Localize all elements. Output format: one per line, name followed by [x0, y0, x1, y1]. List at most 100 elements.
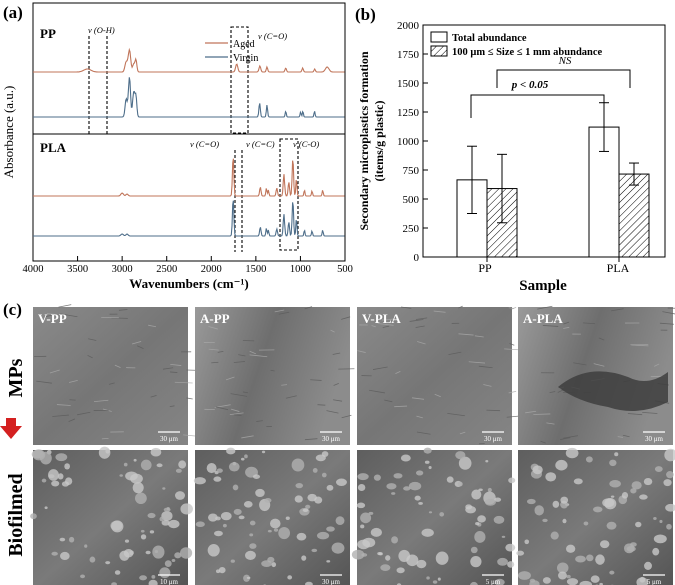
- sem-particle: [474, 531, 485, 543]
- sem-particle: [416, 560, 426, 568]
- sem-particle: [270, 519, 281, 529]
- sem-particle: [551, 532, 559, 540]
- sem-image: [33, 307, 188, 445]
- sem-particle: [271, 562, 276, 567]
- sem-particle: [332, 542, 345, 553]
- sem-particle: [147, 513, 155, 518]
- sem-particle: [180, 547, 192, 559]
- sem-particle: [119, 474, 123, 477]
- sem-particle: [162, 487, 165, 489]
- bar-y-axis-label-units: (items/g plastic): [372, 101, 386, 182]
- sem-particle: [652, 548, 659, 556]
- sem-particle: [62, 481, 69, 486]
- scale-bar-label: 30 μm: [484, 435, 503, 443]
- sem-particle: [516, 551, 524, 556]
- sem-particle: [55, 453, 67, 461]
- sem-particle: [229, 462, 240, 471]
- curve-pp-virgin: [33, 77, 345, 117]
- sem-texture: [317, 405, 325, 406]
- sem-particle: [543, 577, 551, 584]
- sem-particle: [165, 560, 172, 567]
- legend-label-aged: Aged: [233, 39, 255, 50]
- sem-particle: [172, 559, 176, 562]
- annotation-c-o: ν (C-O): [293, 139, 319, 149]
- sem-particle: [380, 564, 390, 571]
- sem-particle: [644, 478, 652, 485]
- sem-particle: [562, 519, 566, 523]
- sem-particle: [45, 506, 48, 509]
- sem-particle: [357, 473, 368, 480]
- sem-particle: [653, 517, 657, 520]
- sem-particle: [622, 492, 628, 499]
- sem-particle: [371, 528, 382, 537]
- sem-particle: [111, 520, 123, 532]
- sem-particle: [247, 577, 251, 579]
- sem-particle: [124, 463, 128, 467]
- sem-particle: [105, 561, 110, 564]
- sem-particle: [429, 511, 432, 513]
- sem-particle: [604, 498, 616, 509]
- sem-particle: [139, 575, 147, 580]
- sem-particle: [253, 474, 260, 479]
- sem-tile-7: 5 μm: [352, 448, 515, 585]
- scale-bar-label: 30 μm: [160, 435, 179, 443]
- sem-particle: [157, 463, 163, 467]
- sem-image: [357, 450, 512, 585]
- sem-particle: [485, 499, 496, 506]
- sem-particle: [151, 575, 155, 579]
- sem-particle: [261, 560, 272, 567]
- sem-particle: [524, 539, 529, 544]
- sem-tile-5: 10 μm: [30, 447, 193, 585]
- subpanel-label-pp: PP: [40, 26, 56, 41]
- sem-particle: [80, 575, 85, 579]
- sem-particle: [233, 484, 239, 490]
- sem-particle: [586, 555, 593, 562]
- sem-particle: [336, 479, 347, 486]
- sem-particle: [51, 481, 59, 487]
- sem-particle: [470, 556, 481, 567]
- sem-particle: [478, 488, 482, 491]
- sem-particle: [508, 477, 515, 483]
- sem-particle: [458, 482, 463, 487]
- significance-ns-label: NS: [558, 55, 572, 67]
- sem-particle: [632, 481, 642, 489]
- sem-particle: [611, 495, 614, 497]
- curve-pp-aged: [33, 50, 345, 72]
- sem-particle: [255, 489, 265, 497]
- sem-particle: [609, 480, 621, 487]
- sem-particle: [60, 538, 66, 542]
- ftir-x-tick-label: 4000: [23, 264, 44, 275]
- sem-particle: [530, 579, 535, 583]
- sem-particle: [374, 474, 381, 480]
- sem-particle: [164, 508, 171, 512]
- sem-particle: [391, 492, 395, 495]
- sem-particle: [654, 535, 667, 544]
- sem-particle: [409, 482, 421, 490]
- sem-tile-6: 30 μm: [194, 448, 350, 585]
- sem-particle: [244, 454, 248, 458]
- sem-particle: [584, 521, 589, 525]
- sem-particle: [295, 483, 303, 488]
- sem-particle: [134, 459, 137, 462]
- sem-particle: [311, 549, 317, 552]
- sem-particle: [152, 545, 164, 558]
- sem-particle: [595, 554, 605, 564]
- bar-y-tick-label: 1750: [397, 49, 420, 61]
- subpanel-label-pla: PLA: [40, 140, 67, 155]
- sem-particle: [477, 515, 486, 522]
- sem-particle: [125, 540, 129, 543]
- sem-particle: [357, 540, 370, 550]
- sem-particle: [303, 509, 309, 512]
- sem-tile-label: V-PLA: [362, 311, 401, 326]
- sem-particle: [51, 552, 57, 556]
- sem-particle: [415, 496, 421, 501]
- sem-particle: [566, 545, 575, 553]
- ftir-y-axis-label: Absorbance (a.u.): [1, 86, 16, 179]
- bar-x-axis-label: Sample: [519, 278, 567, 294]
- sem-particle: [429, 466, 432, 469]
- sem-particle: [403, 486, 410, 490]
